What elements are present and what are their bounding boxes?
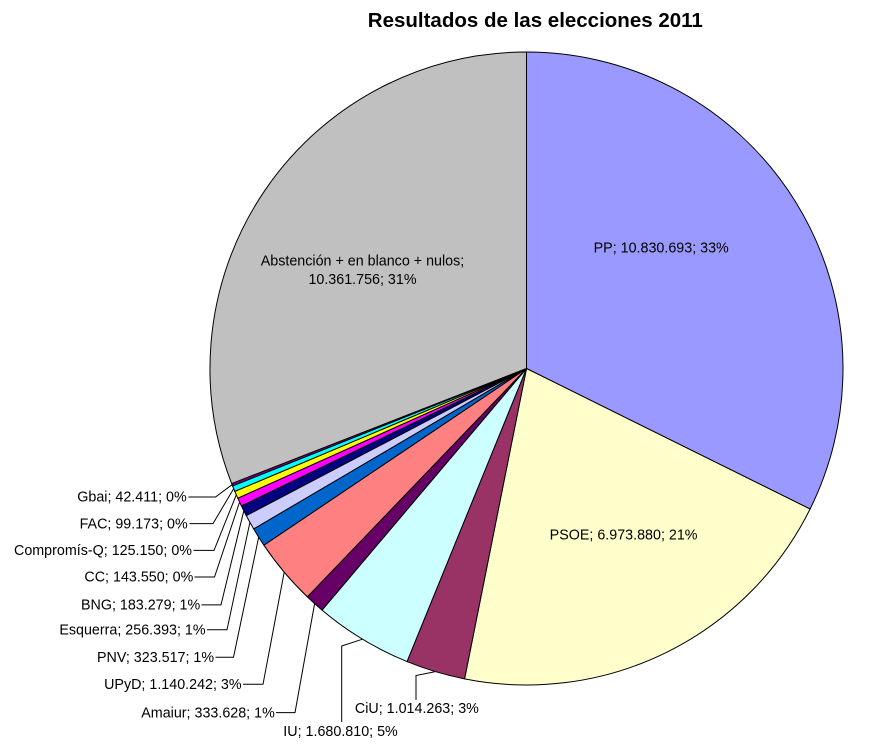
svg-text:Gbai; 42.411; 0%: Gbai; 42.411; 0% bbox=[77, 490, 187, 506]
svg-text:BNG; 183.279; 1%: BNG; 183.279; 1% bbox=[81, 597, 201, 613]
svg-text:Compromís-Q; 125.150; 0%: Compromís-Q; 125.150; 0% bbox=[14, 543, 192, 559]
svg-text:10.361.756; 31%: 10.361.756; 31% bbox=[308, 272, 416, 288]
svg-text:Abstención + en blanco + nulos: Abstención + en blanco + nulos; bbox=[261, 253, 464, 269]
svg-text:FAC; 99.173; 0%: FAC; 99.173; 0% bbox=[80, 516, 188, 532]
svg-text:CC; 143.550; 0%: CC; 143.550; 0% bbox=[84, 570, 193, 586]
svg-text:Resultados de las elecciones 2: Resultados de las elecciones 2011 bbox=[368, 9, 703, 32]
svg-text:CiU; 1.014.263; 3%: CiU; 1.014.263; 3% bbox=[355, 701, 479, 717]
svg-text:PP; 10.830.693; 33%: PP; 10.830.693; 33% bbox=[594, 241, 729, 257]
svg-text:PSOE; 6.973.880; 21%: PSOE; 6.973.880; 21% bbox=[550, 528, 698, 544]
svg-text:IU; 1.680.810; 5%: IU; 1.680.810; 5% bbox=[283, 724, 398, 740]
svg-text:Esquerra; 256.393; 1%: Esquerra; 256.393; 1% bbox=[59, 622, 206, 638]
svg-text:Amaiur; 333.628; 1%: Amaiur; 333.628; 1% bbox=[141, 705, 275, 721]
svg-text:UPyD; 1.140.242; 3%: UPyD; 1.140.242; 3% bbox=[104, 677, 242, 693]
svg-text:PNV; 323.517; 1%: PNV; 323.517; 1% bbox=[97, 650, 214, 666]
